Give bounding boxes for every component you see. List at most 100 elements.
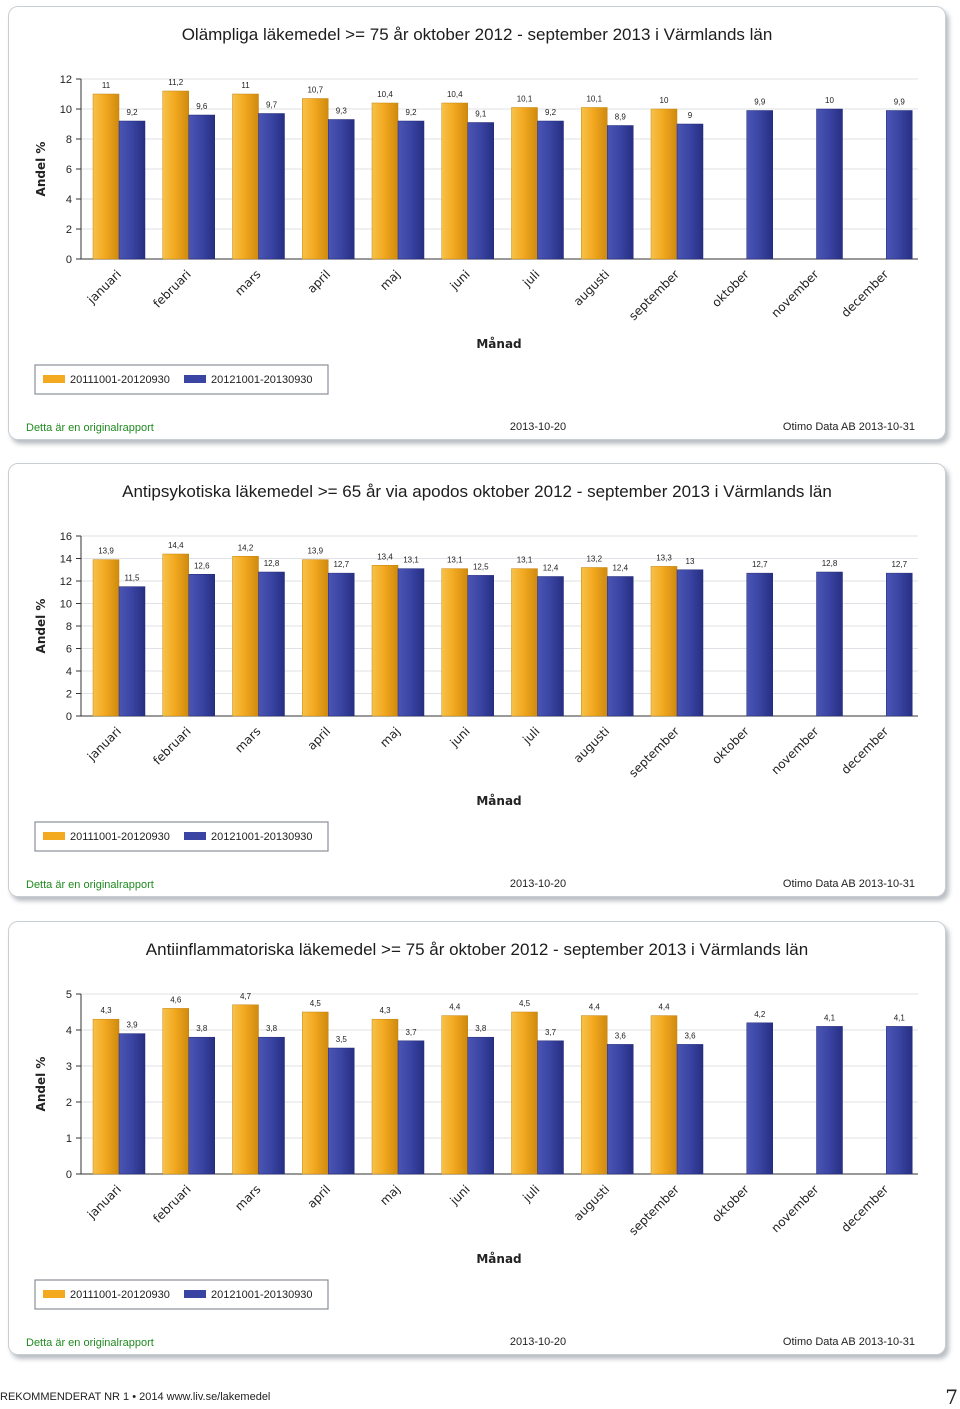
- y-axis-label: Andel %: [34, 1057, 48, 1112]
- bar-mars-2011: [232, 1004, 259, 1175]
- y-tick-label: 12: [60, 576, 72, 588]
- bar-april-2011: [302, 98, 329, 260]
- bar-juli-2011: [511, 568, 538, 717]
- bar-maj-2011: [371, 565, 399, 717]
- bar-value-label: 4,5: [519, 999, 531, 1008]
- y-axis-label: Andel %: [34, 142, 48, 197]
- y-tick-label: 16: [60, 531, 72, 543]
- bar-november-2012: [816, 571, 843, 717]
- bar-value-label: 11: [241, 81, 250, 90]
- bar-value-label: 9,6: [196, 102, 208, 111]
- x-tick-label: juni: [447, 1182, 473, 1208]
- x-axis-label: Månad: [476, 794, 521, 808]
- x-tick-label: november: [768, 1182, 821, 1235]
- report-date: 2013-10-20: [510, 1336, 566, 1348]
- bar-maj-2011: [371, 1018, 399, 1175]
- bar-april-2011: [302, 559, 329, 717]
- source-credit: Otimo Data AB 2013-10-31: [783, 421, 915, 433]
- bar-november-2012: [816, 1026, 843, 1175]
- legend-swatch-2011: [43, 1290, 65, 1298]
- bar-november-2012: [816, 108, 843, 260]
- x-tick-label: december: [838, 724, 891, 777]
- bar-april-2012: [328, 1047, 355, 1175]
- y-tick-label: 1: [66, 1133, 72, 1145]
- legend-box: [34, 821, 329, 852]
- y-tick-label: 4: [66, 666, 72, 678]
- bar-september-2012: [676, 1044, 704, 1175]
- x-tick-label: september: [626, 267, 682, 323]
- bar-februari-2012: [188, 114, 215, 260]
- page-footer: REKOMMENDERAT NR 1 • 2014 www.liv.se/lak…: [0, 1385, 960, 1409]
- x-axis-label: Månad: [476, 1252, 521, 1266]
- legend-swatch-2011: [43, 375, 65, 383]
- bar-value-label: 3,8: [196, 1024, 208, 1033]
- bar-juli-2012: [537, 120, 564, 260]
- bar-value-label: 4,1: [824, 1013, 836, 1022]
- bar-value-label: 9,9: [894, 98, 906, 107]
- x-tick-label: maj: [377, 267, 403, 293]
- bar-value-label: 10: [825, 96, 834, 105]
- bar-value-label: 4,3: [100, 1006, 112, 1015]
- legend-label-2012: 20121001-20130930: [211, 374, 313, 386]
- x-tick-label: november: [768, 724, 821, 777]
- chart-panel-1: Olämpliga läkemedel >= 75 år oktober 201…: [8, 6, 946, 440]
- bar-value-label: 14,2: [238, 543, 254, 552]
- bar-maj-2012: [397, 120, 425, 260]
- bar-juli-2011: [511, 1011, 538, 1175]
- x-tick-label: februari: [150, 1182, 193, 1225]
- chart-svg-1: Olämpliga läkemedel >= 75 år oktober 201…: [26, 25, 918, 434]
- bar-januari-2011: [92, 559, 120, 717]
- y-tick-label: 8: [66, 134, 72, 146]
- plot-area: [81, 994, 918, 1174]
- bar-value-label: 12,8: [264, 559, 280, 568]
- bar-value-label: 9,2: [545, 108, 557, 117]
- footer-text: REKOMMENDERAT NR 1 • 2014 www.liv.se/lak…: [0, 1391, 271, 1403]
- chart-panel-2: Antipsykotiska läkemedel >= 65 år via ap…: [8, 463, 946, 897]
- y-tick-label: 3: [66, 1061, 72, 1073]
- x-tick-label: september: [626, 1182, 682, 1238]
- bar-value-label: 12,4: [543, 564, 559, 573]
- x-tick-label: april: [305, 267, 334, 296]
- chart-panel-3: Antiinflammatoriska läkemedel >= 75 år o…: [8, 921, 946, 1355]
- x-tick-label: juni: [447, 724, 473, 750]
- legend-label-2011: 20111001-20120930: [70, 1289, 170, 1301]
- bar-value-label: 4,7: [240, 992, 252, 1001]
- bar-februari-2012: [188, 1036, 215, 1175]
- y-tick-label: 2: [66, 1097, 72, 1109]
- x-tick-label: januari: [84, 1182, 124, 1222]
- bar-value-label: 4,3: [379, 1006, 391, 1015]
- bar-value-label: 4,2: [754, 1010, 766, 1019]
- bar-mars-2012: [258, 1036, 285, 1175]
- bar-value-label: 9,2: [126, 108, 138, 117]
- bar-augusti-2011: [581, 567, 608, 717]
- chart-svg-3: Antiinflammatoriska läkemedel >= 75 år o…: [26, 940, 918, 1349]
- bar-februari-2011: [162, 90, 189, 260]
- bar-januari-2012: [118, 120, 146, 260]
- bar-value-label: 3,9: [126, 1021, 138, 1030]
- bar-value-label: 12,7: [752, 560, 768, 569]
- bar-juni-2011: [441, 1015, 468, 1175]
- legend-swatch-2012: [184, 832, 206, 840]
- bar-value-label: 10: [660, 96, 669, 105]
- source-credit: Otimo Data AB 2013-10-31: [783, 1336, 915, 1348]
- y-tick-label: 10: [60, 104, 72, 116]
- bar-april-2012: [328, 119, 355, 260]
- bar-value-label: 10,1: [517, 95, 533, 104]
- bar-juni-2012: [467, 122, 494, 260]
- y-axis-label: Andel %: [34, 599, 48, 654]
- x-tick-label: mars: [232, 267, 263, 298]
- bar-augusti-2011: [581, 107, 608, 260]
- y-tick-label: 6: [66, 164, 72, 176]
- x-tick-label: oktober: [709, 267, 752, 310]
- bar-mars-2011: [232, 93, 259, 260]
- legend-box: [34, 364, 329, 395]
- bar-juli-2011: [511, 107, 538, 260]
- y-tick-label: 14: [60, 554, 72, 566]
- bar-mars-2012: [258, 113, 285, 260]
- bar-januari-2012: [118, 586, 146, 717]
- bar-oktober-2012: [746, 1022, 773, 1175]
- bar-maj-2012: [397, 1040, 425, 1175]
- bar-value-label: 4,6: [170, 995, 182, 1004]
- bar-value-label: 3,7: [405, 1028, 417, 1037]
- x-tick-label: december: [838, 267, 891, 320]
